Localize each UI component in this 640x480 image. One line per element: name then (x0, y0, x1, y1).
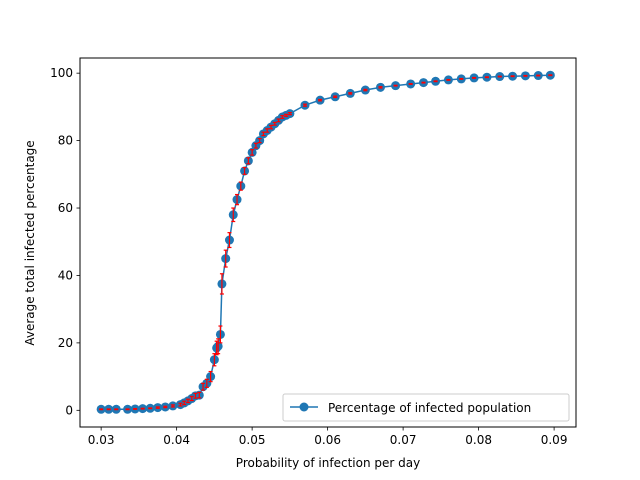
legend-label: Percentage of infected population (328, 401, 531, 415)
y-tick-label: 20 (58, 336, 73, 350)
y-tick-label: 40 (58, 268, 73, 282)
y-tick-label: 100 (50, 66, 73, 80)
x-tick-label: 0.09 (541, 433, 568, 447)
x-tick-label: 0.03 (88, 433, 115, 447)
x-tick-label: 0.07 (390, 433, 417, 447)
legend-frame (282, 393, 570, 422)
y-tick-label: 60 (58, 201, 73, 215)
x-tick-label: 0.05 (239, 433, 266, 447)
x-axis-label: Probability of infection per day (236, 456, 420, 470)
y-tick-label: 80 (58, 134, 73, 148)
plot-area (96, 70, 555, 414)
legend: Percentage of infected population (282, 393, 570, 422)
x-tick-label: 0.08 (465, 433, 492, 447)
x-tick-label: 0.04 (163, 433, 190, 447)
y-tick-label: 0 (65, 403, 73, 417)
x-tick-label: 0.06 (314, 433, 341, 447)
legend-marker-swatch (299, 402, 309, 412)
y-axis-label: Average total infected percentage (23, 140, 37, 345)
axes: 0.03 0.04 0.05 0.06 0.07 0.08 0.09 0 20 40 60 80 100 (50, 57, 577, 447)
